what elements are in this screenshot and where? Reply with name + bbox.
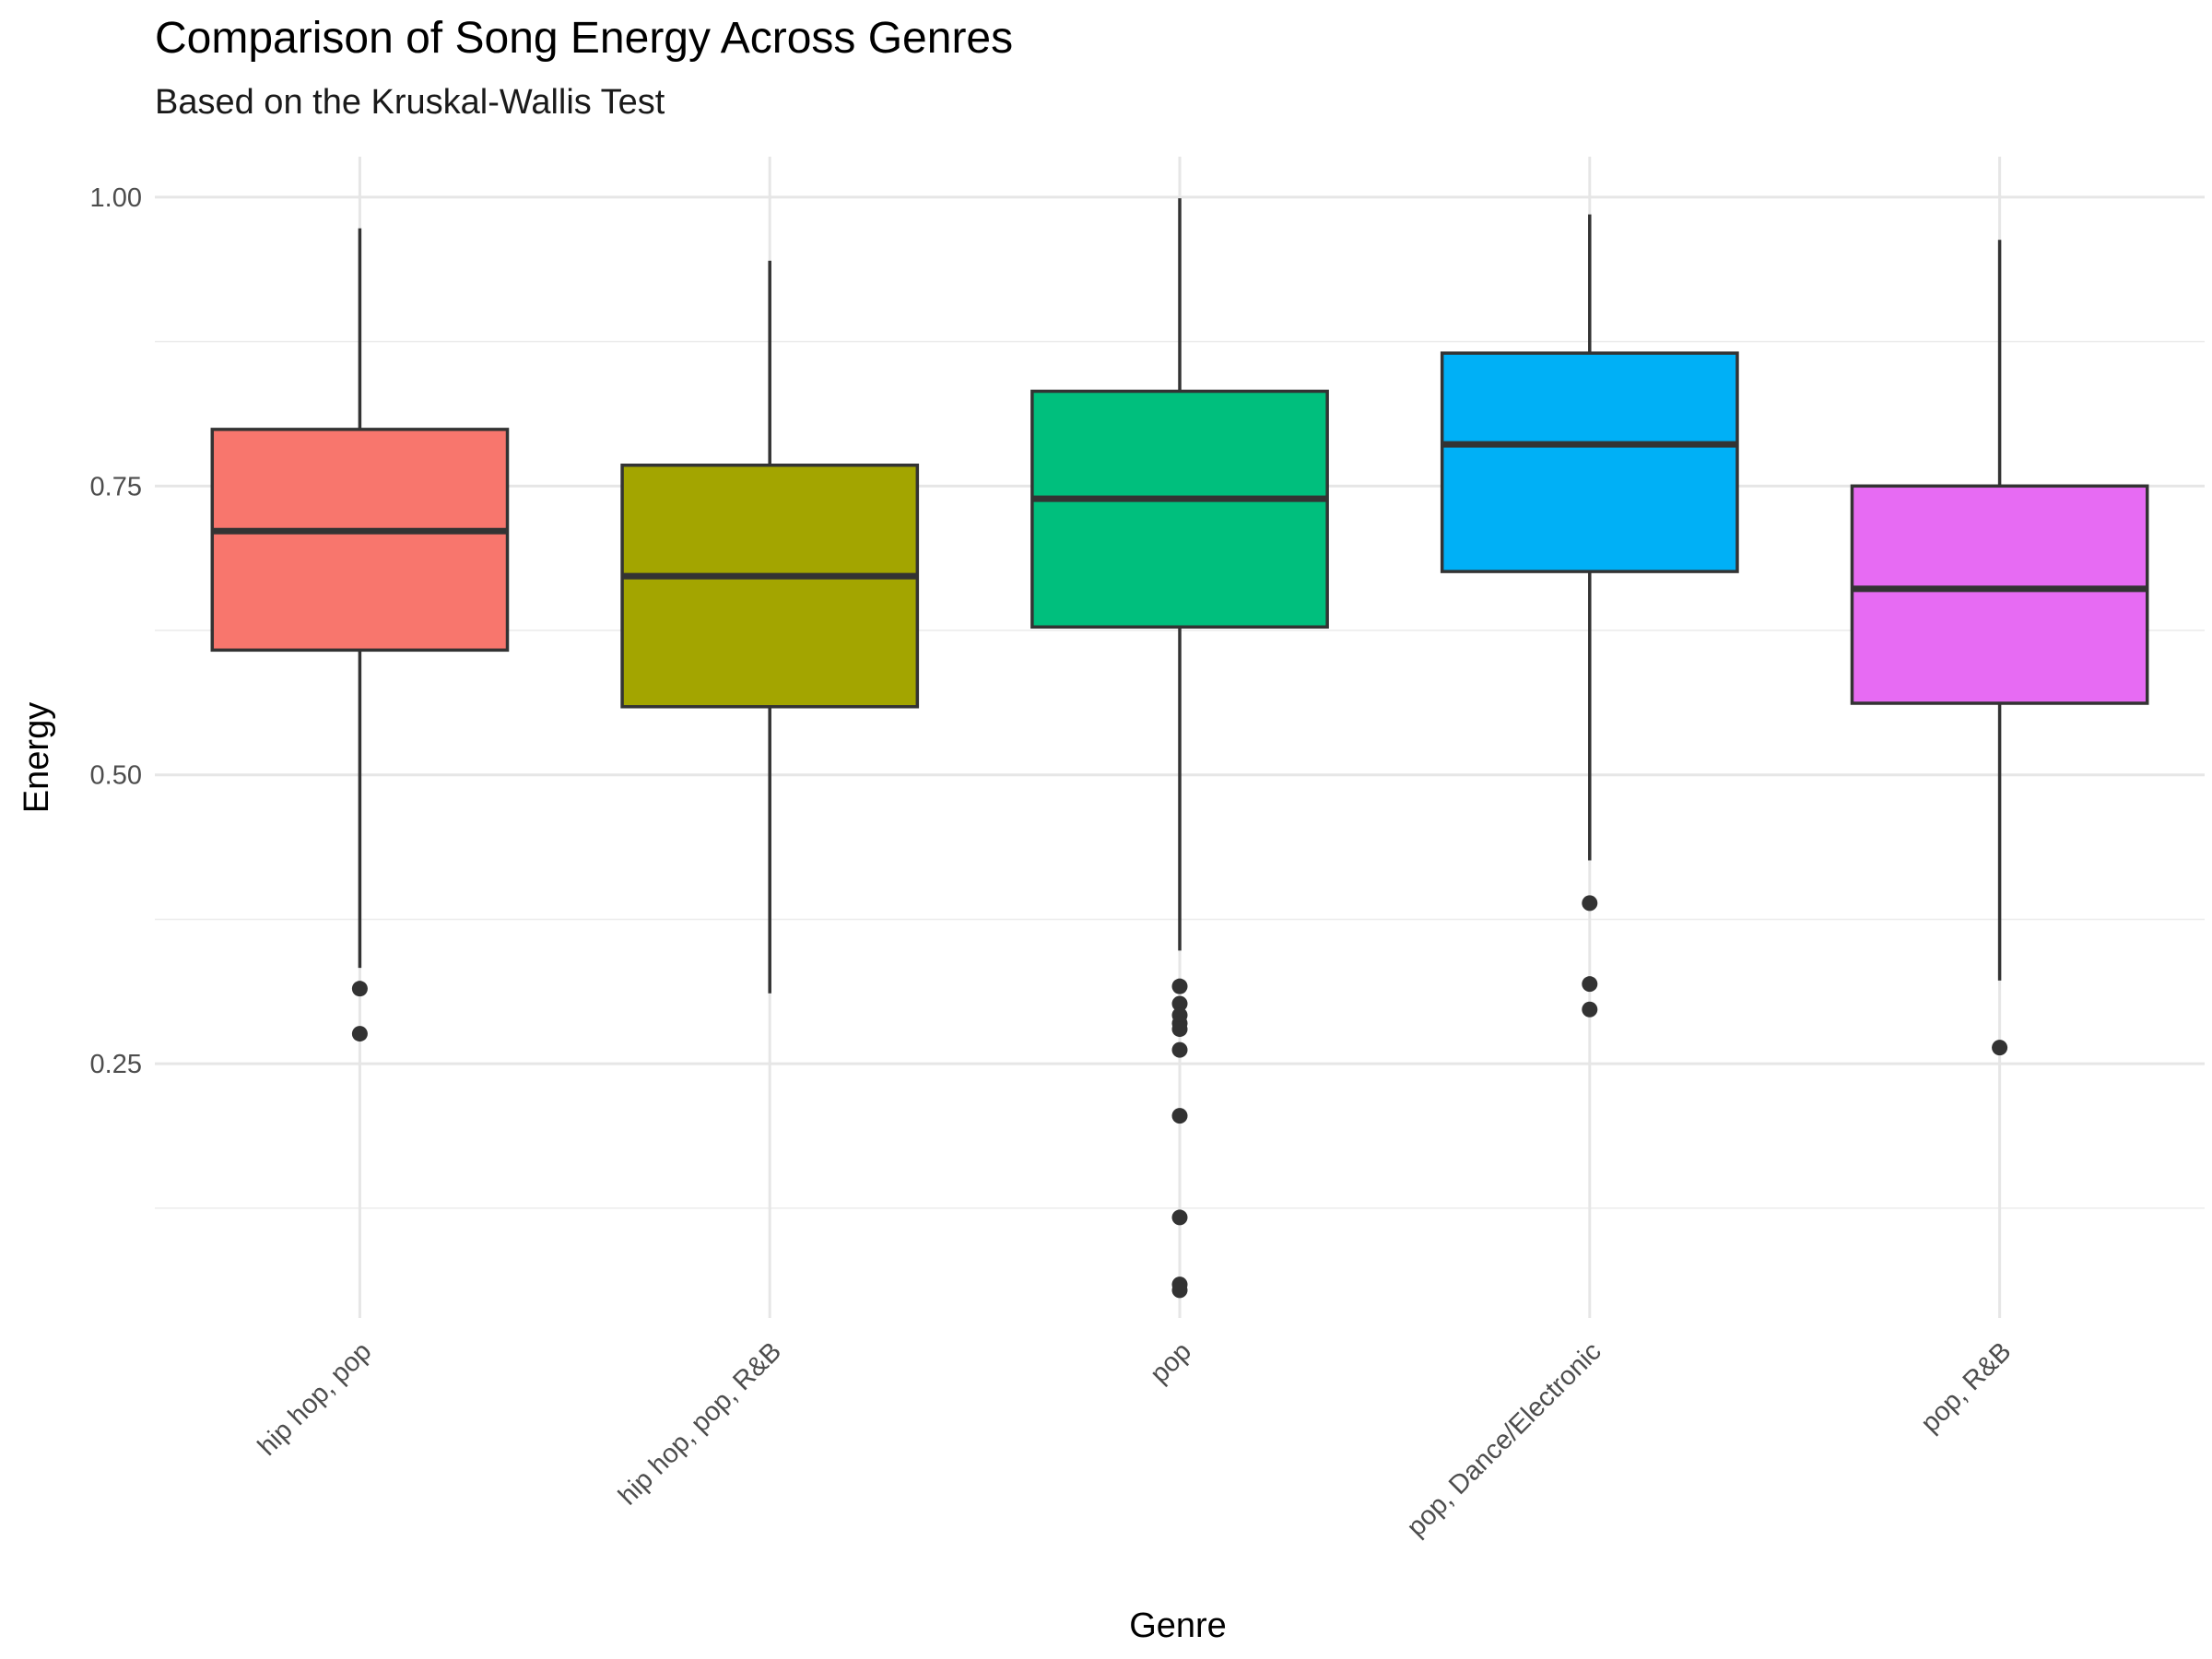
x-tick-label: pop, Dance/Electronic	[1402, 1336, 1607, 1542]
box-group	[210, 228, 510, 1042]
chart-title: Comparison of Song Energy Across Genres	[155, 14, 1014, 63]
x-tick-label: pop	[1145, 1336, 1197, 1389]
y-axis-title: Energy	[18, 702, 56, 813]
x-axis-title: Genre	[1129, 1606, 1227, 1645]
outlier-point	[351, 981, 368, 997]
box-group	[1850, 240, 2149, 1056]
box	[210, 428, 510, 653]
box-layer	[210, 198, 2149, 1299]
box	[1030, 389, 1329, 629]
y-tick-label: 0.75	[90, 472, 142, 501]
outlier-point	[1171, 1108, 1188, 1124]
box-group	[1440, 214, 1739, 1018]
y-tick-label: 0.25	[90, 1050, 142, 1079]
outlier-point	[1582, 895, 1598, 912]
outlier-point	[351, 1026, 368, 1042]
box-group	[1030, 198, 1329, 1299]
chart-subtitle: Based on the Kruskal-Wallis Test	[155, 83, 665, 122]
outlier-point	[1582, 1001, 1598, 1018]
outlier-point	[1171, 1282, 1188, 1299]
box-group	[620, 260, 920, 994]
x-tick-label: hip hop, pop, R&B	[613, 1336, 787, 1511]
outlier-point	[1582, 976, 1598, 993]
outlier-point	[1171, 995, 1188, 1012]
x-tick-label: hip hop, pop	[253, 1336, 378, 1462]
x-tick-label: pop, R&B	[1915, 1336, 2017, 1438]
box	[1440, 351, 1739, 573]
y-tick-label: 1.00	[90, 183, 142, 213]
outlier-point	[1171, 1041, 1188, 1058]
outlier-point	[1171, 1021, 1188, 1038]
box	[620, 463, 920, 709]
outlier-point	[1992, 1040, 2008, 1056]
y-tick-label: 0.50	[90, 761, 142, 791]
outlier-point	[1171, 978, 1188, 994]
outlier-point	[1171, 1209, 1188, 1226]
box	[1850, 484, 2149, 705]
